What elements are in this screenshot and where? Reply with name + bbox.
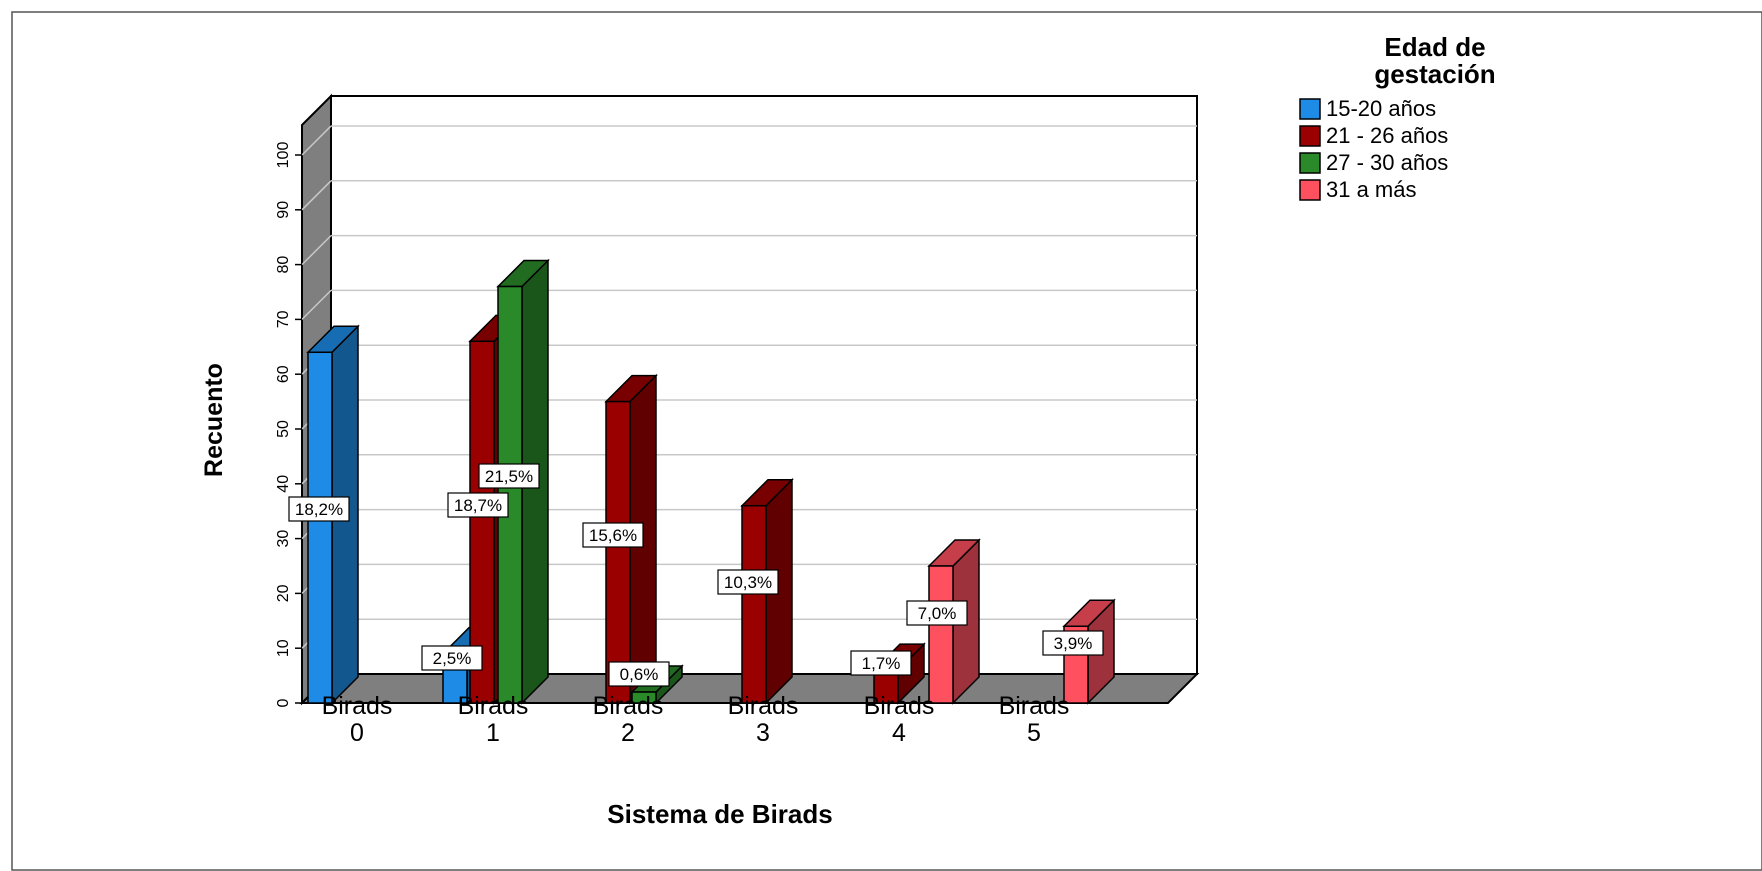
data-label: 15,6% — [582, 522, 644, 548]
y-tick-label: 80 — [275, 256, 292, 274]
data-label: 2,5% — [421, 645, 483, 671]
legend-title-line-1: Edad de — [1384, 32, 1485, 62]
legend-item: 31 a más — [1299, 177, 1417, 202]
y-tick-label: 70 — [275, 310, 292, 328]
y-tick-label: 100 — [275, 142, 292, 169]
svg-text:15,6%: 15,6% — [589, 526, 637, 545]
svg-text:1,7%: 1,7% — [862, 654, 901, 673]
x-tick-label: 1 — [486, 719, 500, 747]
legend-label: 15-20 años — [1326, 96, 1436, 121]
x-axis-ticks: Birads0Birads1Birads2Birads3Birads4Birad… — [322, 692, 1070, 747]
x-axis-title: Sistema de Birads — [607, 799, 832, 829]
svg-text:0,6%: 0,6% — [620, 665, 659, 684]
svg-text:21,5%: 21,5% — [485, 467, 533, 486]
legend-swatch — [1299, 125, 1321, 147]
y-axis-title: Recuento — [200, 363, 228, 477]
svg-text:7,0%: 7,0% — [918, 604, 957, 623]
y-axis-ticks: 0 10 20 30 40 50 60 70 80 90 100 — [275, 142, 302, 707]
gridline-side — [301, 235, 332, 266]
x-tick-label: Birads — [999, 692, 1070, 720]
y-tick-label: 50 — [275, 420, 292, 438]
legend-label: 31 a más — [1326, 177, 1417, 202]
legend-swatch — [1299, 98, 1321, 120]
x-tick-label: Birads — [864, 692, 935, 720]
x-tick-label: 0 — [350, 719, 364, 747]
y-tick-label: 40 — [275, 475, 292, 493]
x-tick-label: 2 — [621, 719, 635, 747]
data-label: 7,0% — [906, 600, 968, 626]
gridline-side — [301, 180, 332, 211]
data-label: 18,7% — [447, 492, 509, 518]
data-labels: 18,2% 2,5% 18,7% 15,6% 10,3% 1,7% 21,5% 0,6% 7,0… — [288, 463, 1104, 687]
legend-label: 27 - 30 años — [1326, 150, 1448, 175]
y-tick-label: 60 — [275, 365, 292, 383]
data-label: 21,5% — [478, 463, 540, 489]
data-label: 3,9% — [1042, 630, 1104, 656]
data-label: 0,6% — [608, 661, 670, 687]
y-tick-label: 0 — [275, 698, 292, 707]
svg-text:2,5%: 2,5% — [433, 649, 472, 668]
svg-text:18,7%: 18,7% — [454, 496, 502, 515]
svg-text:18,2%: 18,2% — [295, 500, 343, 519]
legend-swatch — [1299, 152, 1321, 174]
x-tick-label: Birads — [322, 692, 393, 720]
gridline-side — [301, 125, 332, 156]
y-tick-label: 30 — [275, 530, 292, 548]
data-label: 1,7% — [850, 650, 912, 676]
svg-text:10,3%: 10,3% — [724, 573, 772, 592]
x-tick-label: 3 — [756, 719, 770, 747]
x-tick-label: 5 — [1027, 719, 1041, 747]
data-label: 18,2% — [288, 496, 350, 522]
gridline-side — [301, 289, 332, 320]
legend-item: 27 - 30 años — [1299, 150, 1448, 175]
x-tick-label: Birads — [728, 692, 799, 720]
x-tick-label: Birads — [593, 692, 664, 720]
y-tick-label: 10 — [275, 639, 292, 657]
legend-swatch — [1299, 179, 1321, 201]
legend-label: 21 - 26 años — [1326, 123, 1448, 148]
y-tick-label: 20 — [275, 584, 292, 602]
y-tick-label: 90 — [275, 201, 292, 219]
legend-item: 15-20 años — [1299, 96, 1436, 121]
data-label: 10,3% — [717, 569, 779, 595]
x-tick-label: 4 — [892, 719, 906, 747]
legend-item: 21 - 26 años — [1299, 123, 1448, 148]
bar-2-4 — [740, 477, 794, 705]
legend-title-line-2: gestación — [1374, 59, 1495, 89]
x-tick-label: Birads — [458, 692, 529, 720]
svg-text:3,9%: 3,9% — [1054, 634, 1093, 653]
